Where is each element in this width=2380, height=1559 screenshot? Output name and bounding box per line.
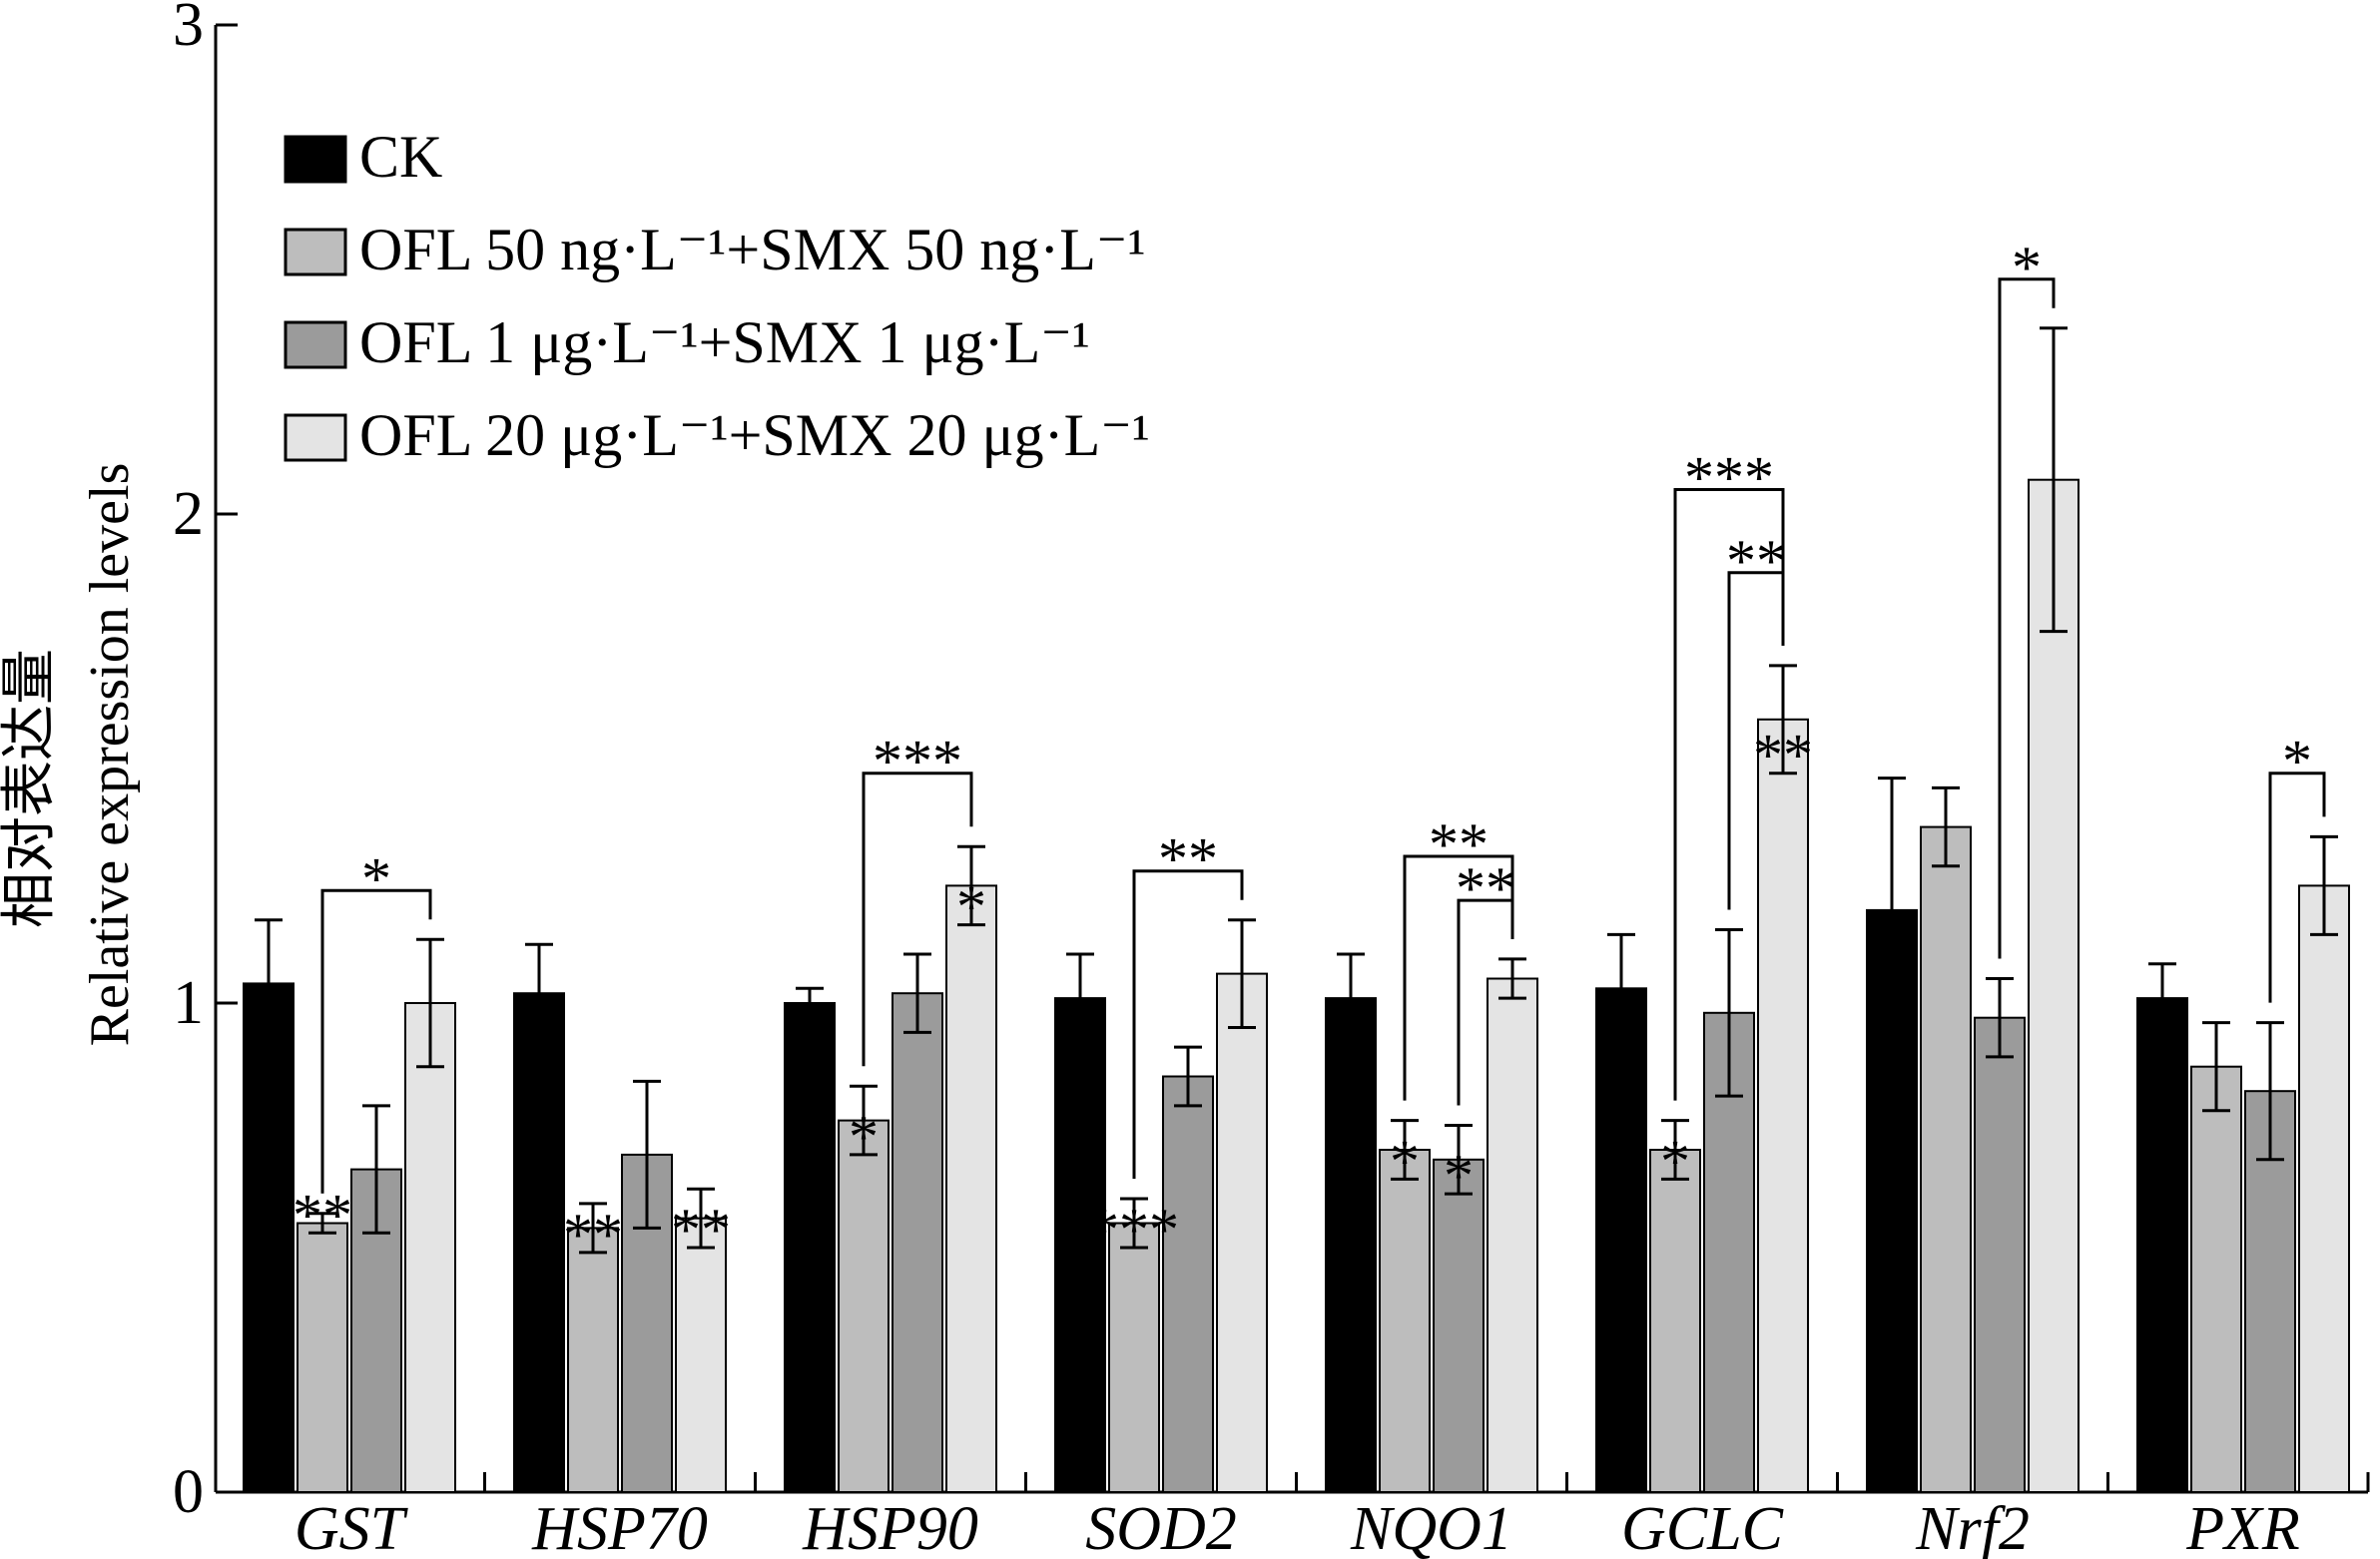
significance-bracket: [2268, 772, 2326, 1003]
bracket-label: **: [1429, 811, 1488, 877]
x-tick-label: SOD2: [1085, 1495, 1237, 1559]
legend-label: OFL 50 ng·L⁻¹+SMX 50 ng·L⁻¹: [359, 217, 1146, 282]
x-tick-label: GST: [295, 1495, 409, 1559]
significance-label: **: [671, 1197, 731, 1263]
bar: [243, 982, 295, 1494]
x-tick-label: NQO1: [1350, 1495, 1512, 1559]
bracket-label: *: [361, 845, 391, 911]
bar: [1433, 1158, 1485, 1494]
bar: [838, 1119, 890, 1493]
bar: [1974, 1016, 2026, 1493]
bar: [1595, 987, 1647, 1493]
significance-bracket: [1673, 488, 1785, 1101]
significance-label: *: [1444, 1143, 1474, 1209]
legend-label: OFL 20 μg·L⁻¹+SMX 20 μg·L⁻¹: [359, 402, 1150, 468]
y-tick-label: 0: [173, 1458, 204, 1526]
significance-label: *: [849, 1104, 879, 1170]
bar: [1108, 1222, 1160, 1493]
bar: [2190, 1065, 2242, 1493]
x-tick-label: HSP90: [802, 1495, 978, 1559]
y-tick-label: 2: [173, 480, 204, 548]
bar: [2028, 478, 2080, 1493]
legend-label: CK: [359, 124, 442, 190]
bar: [784, 1002, 836, 1493]
bar: [1325, 997, 1377, 1493]
bar: [1920, 825, 1972, 1493]
bar: [1649, 1149, 1701, 1493]
significance-bracket: [1403, 854, 1514, 1101]
bracket-label: **: [1456, 855, 1515, 921]
bar: [1487, 977, 1538, 1493]
significance-bracket: [1132, 869, 1244, 1179]
bar: [513, 992, 565, 1493]
legend-swatch: [284, 320, 347, 369]
x-tick-label: PXR: [2185, 1495, 2300, 1559]
significance-label: *: [1660, 1128, 1690, 1194]
legend-swatch: [284, 228, 347, 276]
y-axis-title: Relative expression levels: [79, 463, 141, 1047]
significance-bracket: [1727, 571, 1785, 910]
y-axis-title-cn: 相对表达量: [0, 649, 61, 928]
significance-bracket: [1457, 898, 1514, 1106]
bar: [297, 1222, 348, 1493]
bar: [1757, 718, 1809, 1493]
bar: [567, 1227, 619, 1494]
significance-bracket: [1998, 277, 2056, 959]
significance-label: *: [1390, 1128, 1420, 1194]
y-tick-label: 3: [173, 0, 204, 59]
bracket-label: **: [1158, 826, 1218, 892]
y-tick-label: 1: [173, 969, 204, 1037]
significance-bracket: [320, 888, 432, 1194]
bar: [1379, 1149, 1431, 1493]
bar: [945, 884, 997, 1493]
x-tick-label: Nrf2: [1915, 1495, 2030, 1559]
bar: [1054, 997, 1106, 1493]
x-tick-label: GCLC: [1621, 1495, 1784, 1559]
significance-bracket: [862, 772, 973, 1067]
legend-label: OFL 1 μg·L⁻¹+SMX 1 μg·L⁻¹: [359, 309, 1090, 375]
bracket-label: ***: [1684, 445, 1774, 511]
significance-label: *: [956, 874, 986, 940]
bracket-label: *: [2012, 235, 2042, 300]
bar: [1162, 1075, 1214, 1493]
bracket-label: *: [2282, 729, 2312, 794]
bracket-label: ***: [873, 729, 962, 794]
bar: [2136, 997, 2188, 1493]
significance-label: **: [1753, 723, 1813, 788]
significance-label: ***: [1089, 1197, 1179, 1263]
bar: [2298, 884, 2350, 1493]
bar: [404, 1002, 456, 1493]
bar: [1216, 972, 1268, 1493]
legend-swatch: [284, 135, 347, 184]
legend-swatch: [284, 413, 347, 462]
significance-label: **: [563, 1202, 623, 1268]
bar: [892, 992, 943, 1493]
bracket-label: **: [1726, 528, 1786, 594]
x-tick-label: HSP70: [531, 1495, 708, 1559]
